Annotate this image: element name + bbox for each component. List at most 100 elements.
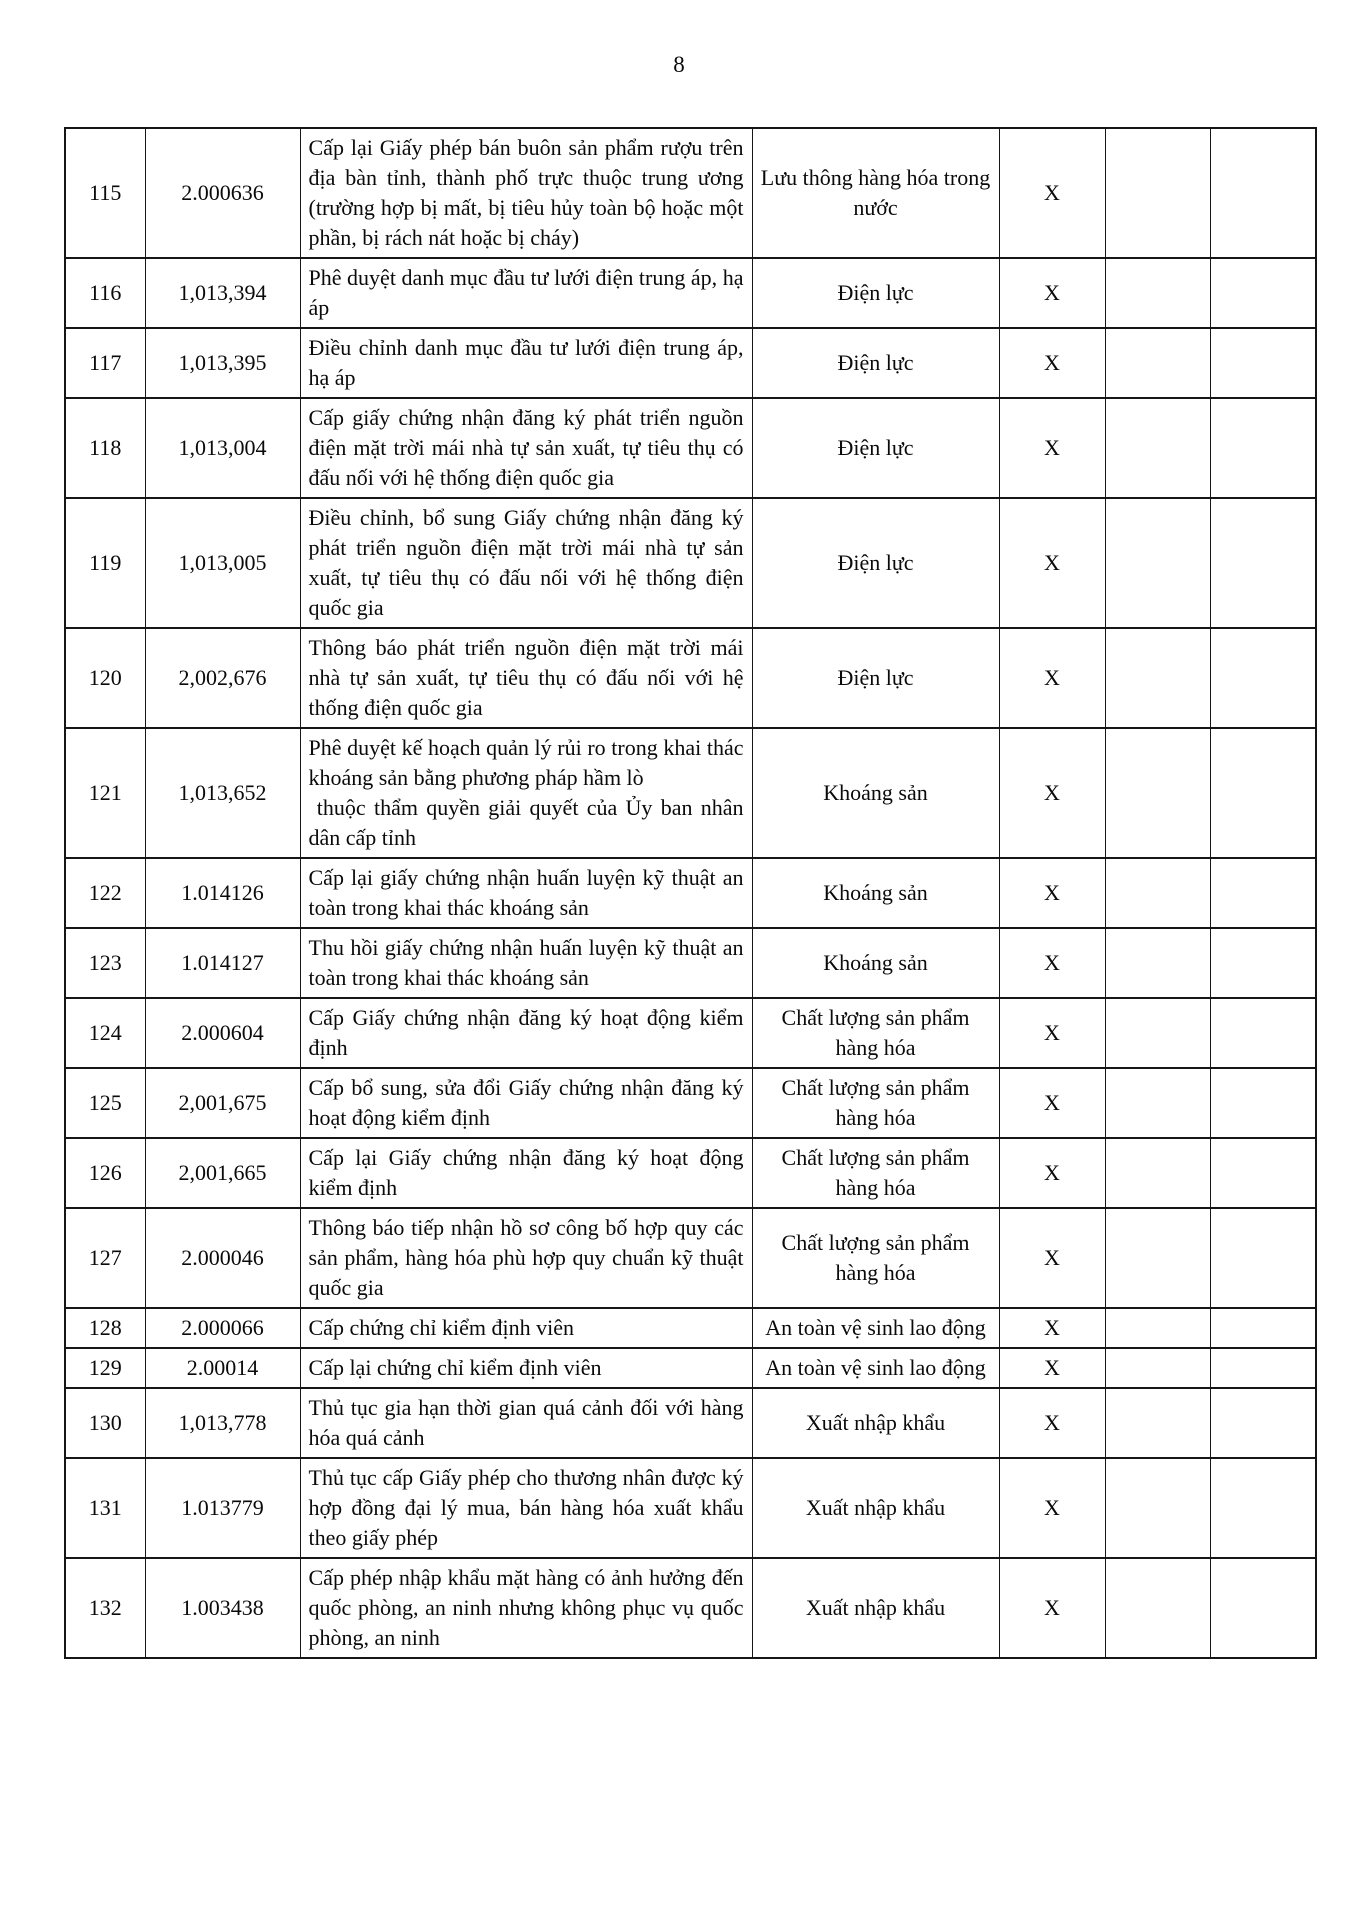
category-cell: Khoáng sản	[751, 857, 1000, 929]
category-cell: Điện lực	[751, 497, 1000, 629]
procedure-code-cell: 1,013,652	[144, 727, 301, 859]
empty-cell-1	[1104, 257, 1211, 329]
empty-cell-1	[1104, 927, 1211, 999]
procedure-name-cell: Phê duyệt danh mục đầu tư lưới điện trun…	[299, 257, 753, 329]
provincial-mark-cell: X	[998, 727, 1106, 859]
category-cell: Chất lượng sản phẩm hàng hóa	[751, 997, 1000, 1069]
category-cell: Chất lượng sản phẩm hàng hóa	[751, 1067, 1000, 1139]
table-row: 118 1,013,004 Cấp giấy chứng nhận đăng k…	[64, 397, 1317, 499]
row-number-cell: 119	[64, 497, 146, 629]
empty-cell-1	[1104, 727, 1211, 859]
empty-cell-2	[1209, 1207, 1317, 1309]
procedure-name-cell: Cấp lại chứng chỉ kiểm định viên	[299, 1347, 753, 1389]
row-number-cell: 116	[64, 257, 146, 329]
provincial-mark-cell: X	[998, 327, 1106, 399]
procedure-name-cell: Điều chỉnh, bổ sung Giấy chứng nhận đăng…	[299, 497, 753, 629]
procedures-table: 115 2.000636 Cấp lại Giấy phép bán buôn …	[64, 127, 1317, 1659]
empty-cell-1	[1104, 327, 1211, 399]
procedure-name-cell: Điều chỉnh danh mục đầu tư lưới điện tru…	[299, 327, 753, 399]
empty-cell-1	[1104, 1307, 1211, 1349]
procedure-code-cell: 2.000636	[144, 127, 301, 259]
procedure-name-cell: Cấp lại Giấy chứng nhận đăng ký hoạt độn…	[299, 1137, 753, 1209]
procedure-name-cell: Cấp lại Giấy phép bán buôn sản phẩm rượu…	[299, 127, 753, 259]
empty-cell-1	[1104, 1387, 1211, 1459]
row-number-cell: 120	[64, 627, 146, 729]
provincial-mark-cell: X	[998, 1137, 1106, 1209]
table-row: 127 2.000046 Thông báo tiếp nhận hồ sơ c…	[64, 1207, 1317, 1309]
table-row: 120 2,002,676 Thông báo phát triển nguồn…	[64, 627, 1317, 729]
empty-cell-1	[1104, 627, 1211, 729]
category-cell: Điện lực	[751, 627, 1000, 729]
category-cell: Xuất nhập khẩu	[751, 1387, 1000, 1459]
empty-cell-2	[1209, 1457, 1317, 1559]
procedure-name-cell: Cấp chứng chỉ kiểm định viên	[299, 1307, 753, 1349]
empty-cell-2	[1209, 1067, 1317, 1139]
procedure-name-cell: Thông báo phát triển nguồn điện mặt trời…	[299, 627, 753, 729]
category-cell: Chất lượng sản phẩm hàng hóa	[751, 1137, 1000, 1209]
row-number-cell: 127	[64, 1207, 146, 1309]
category-cell: Khoáng sản	[751, 927, 1000, 999]
row-number-cell: 115	[64, 127, 146, 259]
provincial-mark-cell: X	[998, 1457, 1106, 1559]
row-number-cell: 132	[64, 1557, 146, 1659]
procedure-code-cell: 2.000046	[144, 1207, 301, 1309]
procedure-name-cell: Thu hồi giấy chứng nhận huấn luyện kỹ th…	[299, 927, 753, 999]
table-row: 126 2,001,665 Cấp lại Giấy chứng nhận đă…	[64, 1137, 1317, 1209]
category-cell: Chất lượng sản phẩm hàng hóa	[751, 1207, 1000, 1309]
row-number-cell: 129	[64, 1347, 146, 1389]
table-row: 124 2.000604 Cấp Giấy chứng nhận đăng ký…	[64, 997, 1317, 1069]
empty-cell-1	[1104, 497, 1211, 629]
table-row: 125 2,001,675 Cấp bổ sung, sửa đổi Giấy …	[64, 1067, 1317, 1139]
procedure-code-cell: 1.003438	[144, 1557, 301, 1659]
row-number-cell: 126	[64, 1137, 146, 1209]
table-row: 119 1,013,005 Điều chỉnh, bổ sung Giấy c…	[64, 497, 1317, 629]
empty-cell-1	[1104, 997, 1211, 1069]
row-number-cell: 123	[64, 927, 146, 999]
empty-cell-2	[1209, 1387, 1317, 1459]
procedure-code-cell: 1,013,395	[144, 327, 301, 399]
empty-cell-2	[1209, 1557, 1317, 1659]
provincial-mark-cell: X	[998, 1307, 1106, 1349]
row-number-cell: 121	[64, 727, 146, 859]
procedure-code-cell: 1,013,394	[144, 257, 301, 329]
procedure-code-cell: 1.014127	[144, 927, 301, 999]
empty-cell-1	[1104, 857, 1211, 929]
category-cell: Khoáng sản	[751, 727, 1000, 859]
table-row: 128 2.000066 Cấp chứng chỉ kiểm định viê…	[64, 1307, 1317, 1349]
empty-cell-1	[1104, 1347, 1211, 1389]
row-number-cell: 117	[64, 327, 146, 399]
procedure-code-cell: 2.000066	[144, 1307, 301, 1349]
provincial-mark-cell: X	[998, 627, 1106, 729]
procedure-code-cell: 1,013,005	[144, 497, 301, 629]
category-cell: Xuất nhập khẩu	[751, 1557, 1000, 1659]
table-row: 121 1,013,652 Phê duyệt kế hoạch quản lý…	[64, 727, 1317, 859]
procedure-name-cell: Phê duyệt kế hoạch quản lý rủi ro trong …	[299, 727, 753, 859]
procedure-name-cell: Cấp lại giấy chứng nhận huấn luyện kỹ th…	[299, 857, 753, 929]
page-number: 8	[673, 52, 685, 77]
empty-cell-2	[1209, 1347, 1317, 1389]
table-row: 123 1.014127 Thu hồi giấy chứng nhận huấ…	[64, 927, 1317, 999]
category-cell: An toàn vệ sinh lao động	[751, 1307, 1000, 1349]
provincial-mark-cell: X	[998, 497, 1106, 629]
row-number-cell: 124	[64, 997, 146, 1069]
empty-cell-2	[1209, 257, 1317, 329]
procedure-code-cell: 2,002,676	[144, 627, 301, 729]
empty-cell-2	[1209, 627, 1317, 729]
category-cell: An toàn vệ sinh lao động	[751, 1347, 1000, 1389]
category-cell: Điện lực	[751, 327, 1000, 399]
category-cell: Lưu thông hàng hóa trong nước	[751, 127, 1000, 259]
provincial-mark-cell: X	[998, 1347, 1106, 1389]
provincial-mark-cell: X	[998, 1207, 1106, 1309]
provincial-mark-cell: X	[998, 1067, 1106, 1139]
category-cell: Điện lực	[751, 257, 1000, 329]
empty-cell-1	[1104, 1137, 1211, 1209]
procedure-code-cell: 1,013,778	[144, 1387, 301, 1459]
table-row: 129 2.00014 Cấp lại chứng chỉ kiểm định …	[64, 1347, 1317, 1389]
empty-cell-1	[1104, 127, 1211, 259]
table-row: 122 1.014126 Cấp lại giấy chứng nhận huấ…	[64, 857, 1317, 929]
table-row: 131 1.013779 Thủ tục cấp Giấy phép cho t…	[64, 1457, 1317, 1559]
procedure-code-cell: 2.00014	[144, 1347, 301, 1389]
procedure-name-cell: Cấp phép nhập khẩu mặt hàng có ảnh hưởng…	[299, 1557, 753, 1659]
empty-cell-2	[1209, 1137, 1317, 1209]
